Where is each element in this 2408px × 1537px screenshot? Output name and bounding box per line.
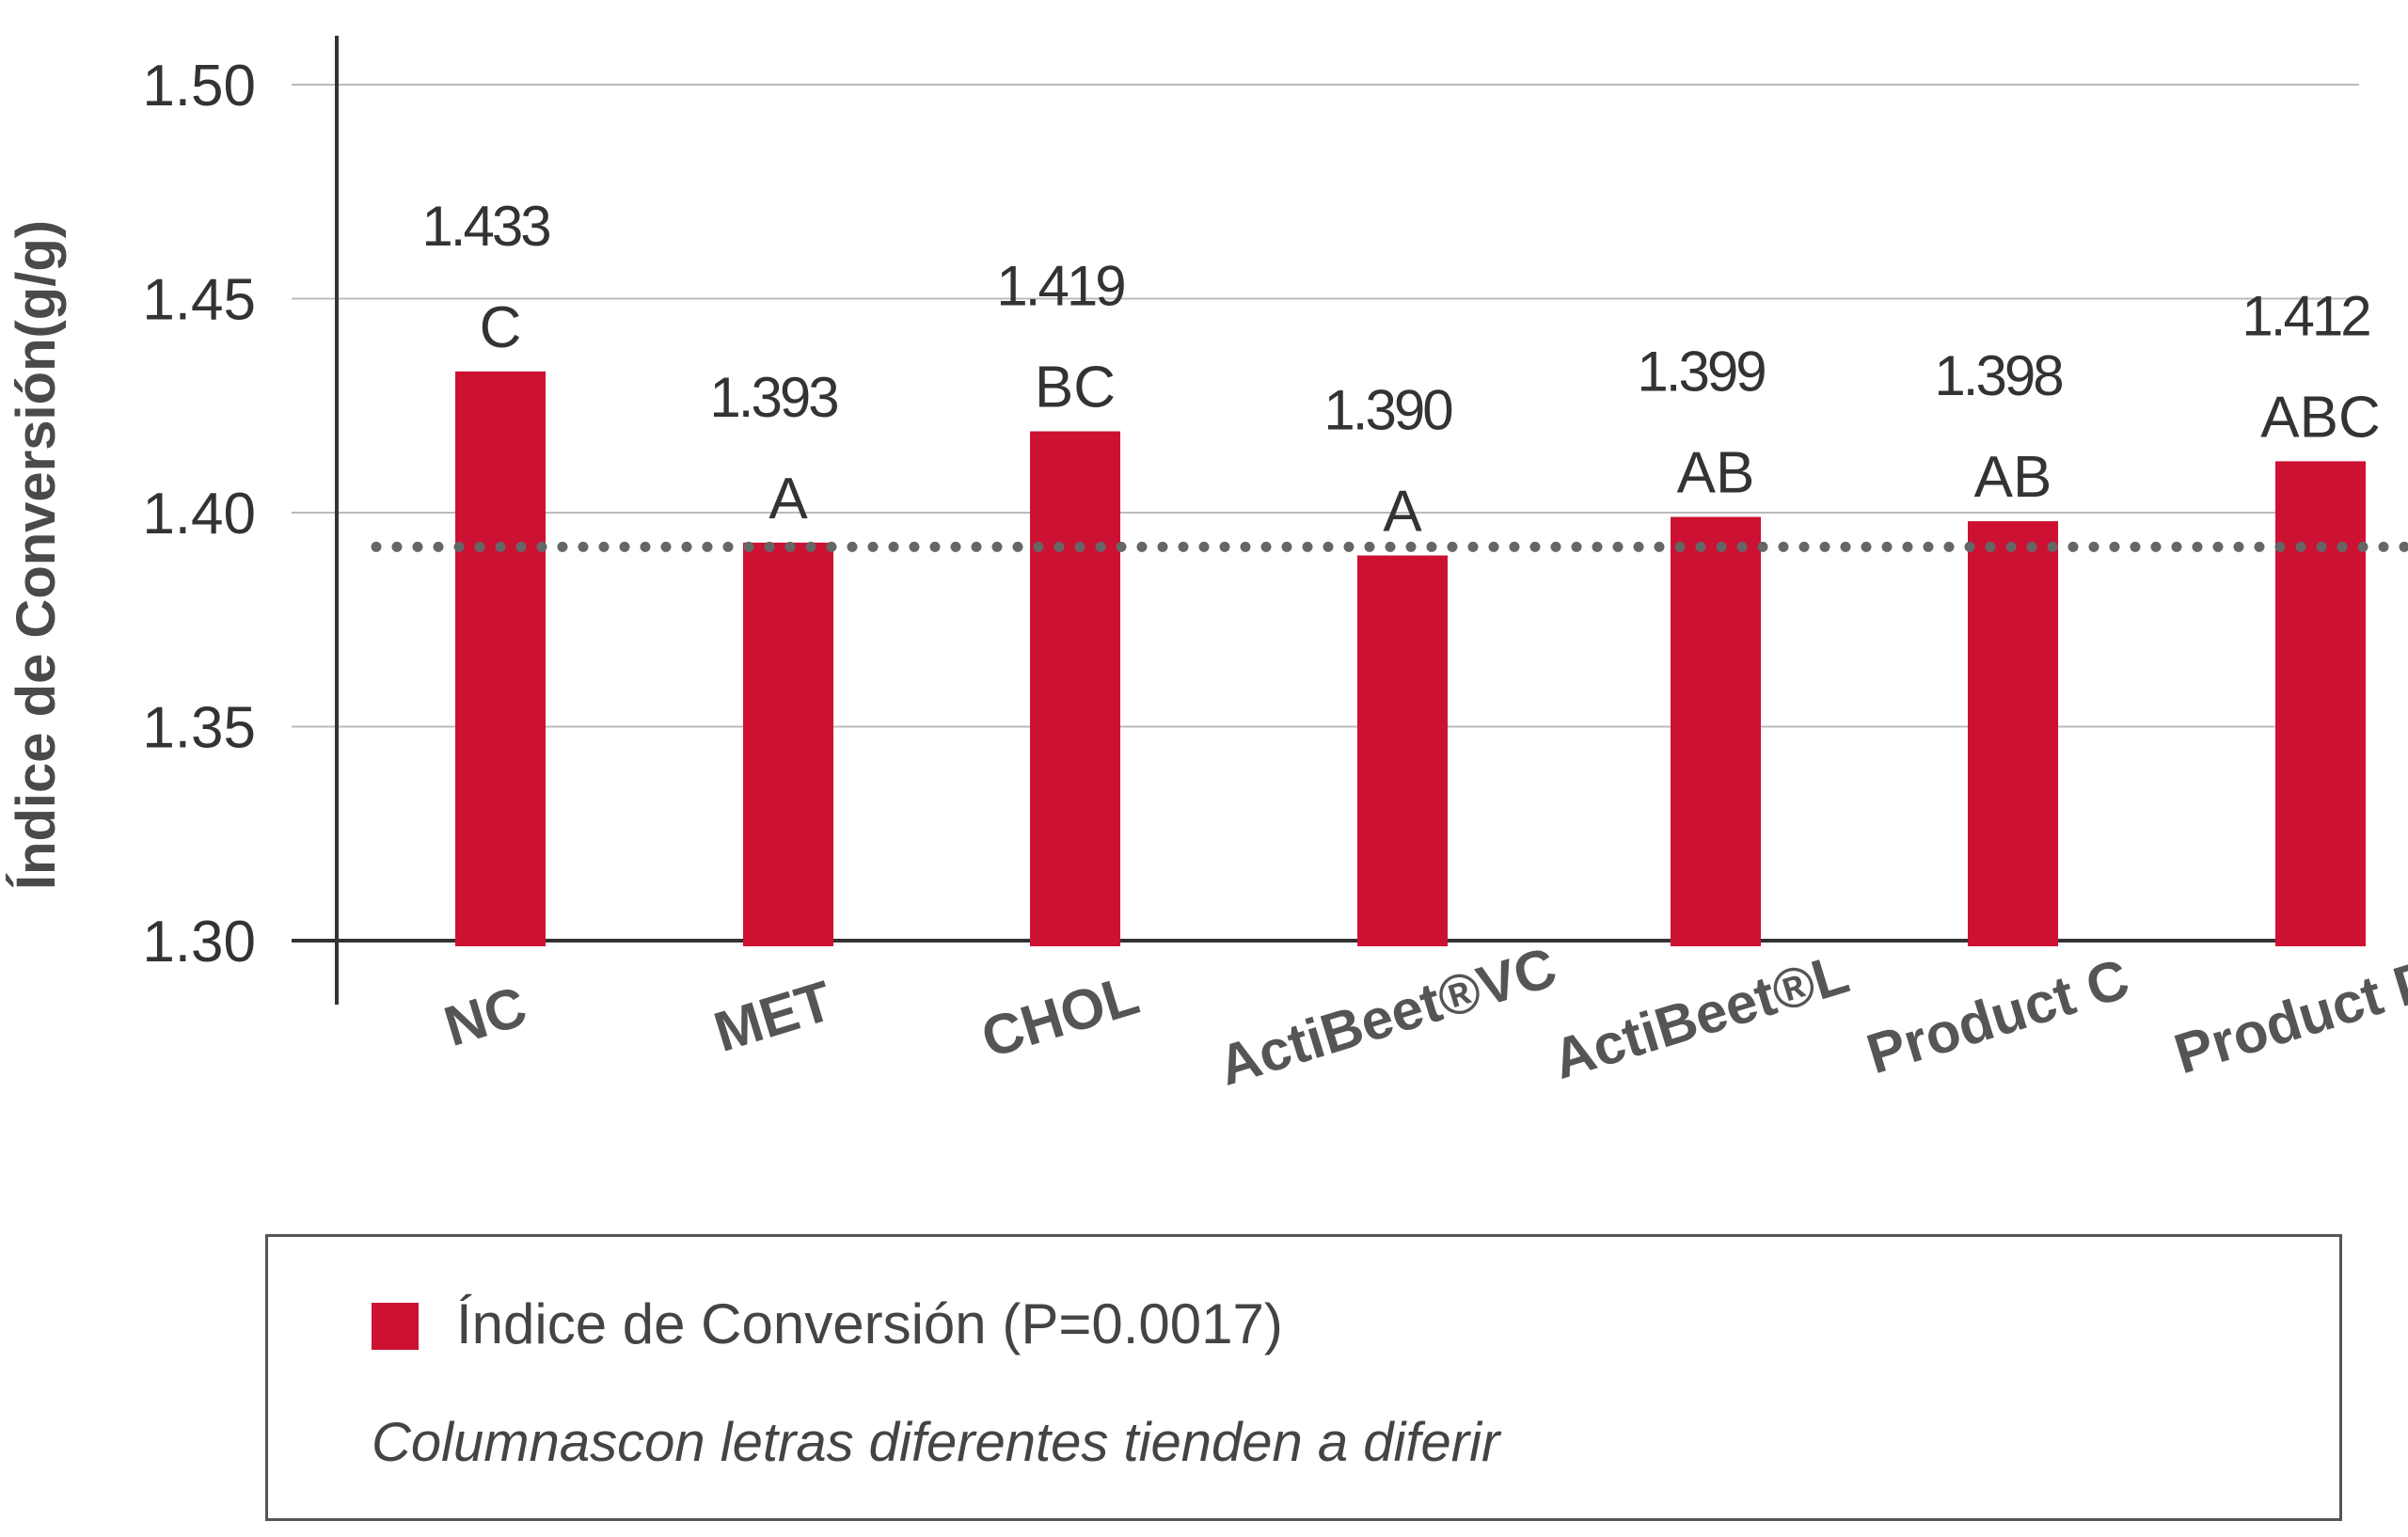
bar-letter-label: C <box>480 295 522 360</box>
legend: Índice de Conversión (P=0.0017) Columnas… <box>265 1234 2342 1521</box>
category-label: ActiBeet®L <box>1545 942 1856 1091</box>
category-label: MET <box>707 969 840 1064</box>
bar-value-label: 1.393 <box>709 366 837 429</box>
bar-value-label: 1.433 <box>421 195 549 258</box>
bar <box>455 371 546 947</box>
bar <box>1357 555 1448 946</box>
bar-letter-label: A <box>768 467 808 531</box>
bar-value-label: 1.419 <box>996 255 1124 318</box>
bars <box>455 371 2366 947</box>
category-label: Product C <box>1860 946 2136 1085</box>
bar <box>2275 461 2366 946</box>
bar <box>1671 516 1761 946</box>
category-label: NC <box>437 974 533 1058</box>
chart: 1.50 1.45 1.40 1.35 1.30 C 1.433 A 1.393 BC 1.419… <box>6 36 2408 1098</box>
bar-letter-label: ABC <box>2260 385 2380 450</box>
bar-letter-label: AB <box>1974 445 2052 510</box>
bar-value-label: 1.399 <box>1637 341 1765 404</box>
legend-label: Índice de Conversión (P=0.0017) <box>456 1292 1283 1355</box>
bar-letter-label: BC <box>1035 356 1116 420</box>
bar-value-label: 1.412 <box>2242 284 2369 347</box>
bar-letter-label: A <box>1383 480 1422 545</box>
bar-value-label: 1.390 <box>1323 379 1452 442</box>
y-tick-label: 1.50 <box>142 54 256 119</box>
y-tick-label: 1.45 <box>142 268 256 333</box>
y-axis-title: Índice de Conversión(g/g) <box>6 220 67 890</box>
bar-value-label: 1.398 <box>1934 344 2062 407</box>
category-label: CHOL <box>974 963 1146 1070</box>
y-tick-label: 1.30 <box>142 910 256 974</box>
bar <box>1030 431 1120 946</box>
y-tick-label: 1.40 <box>142 482 256 547</box>
legend-swatch <box>372 1303 419 1350</box>
category-label: ActiBeet®VC <box>1212 935 1563 1098</box>
bar <box>743 542 833 946</box>
bar-labels: C 1.433 A 1.393 BC 1.419 A 1.390 AB 1.399 AB 1.398 A… <box>421 195 2380 545</box>
bar <box>1968 521 2058 946</box>
legend-note: Columnascon letras diferentes tienden a … <box>372 1412 1500 1473</box>
y-tick-labels: 1.50 1.45 1.40 1.35 1.30 <box>142 54 256 974</box>
y-tick-label: 1.35 <box>142 696 256 761</box>
bar-letter-label: AB <box>1677 441 1755 506</box>
category-label: Product D <box>2167 946 2408 1085</box>
